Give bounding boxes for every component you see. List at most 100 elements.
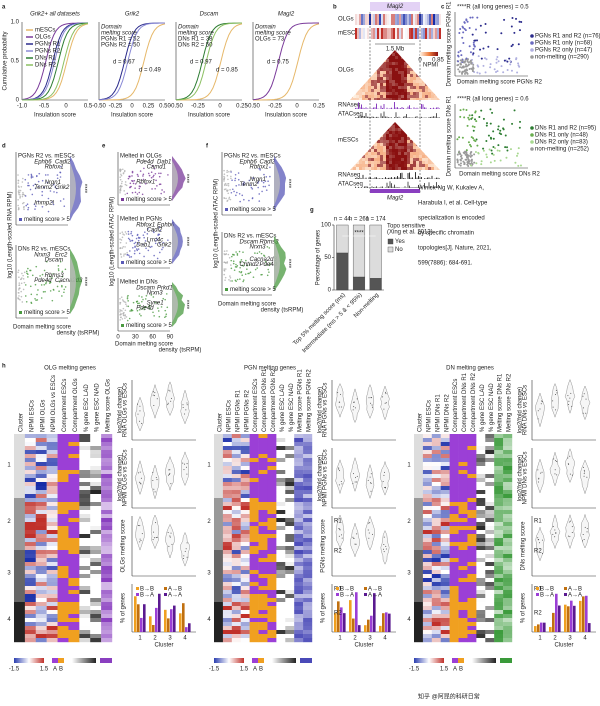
bar-segment bbox=[369, 224, 382, 279]
contact-cell bbox=[389, 158, 392, 161]
heatmap-cell bbox=[214, 446, 224, 451]
heatmap-cell bbox=[294, 434, 304, 439]
contact-cell bbox=[419, 164, 422, 167]
track-bar bbox=[430, 107, 431, 109]
track-bar bbox=[415, 116, 416, 118]
heatmap-cell bbox=[414, 622, 424, 627]
scatter-point bbox=[142, 234, 145, 236]
contact-cell bbox=[422, 149, 425, 152]
track-bar bbox=[424, 178, 425, 179]
heatmap-cell bbox=[294, 554, 304, 559]
heatmap-cell bbox=[476, 586, 486, 591]
contact-cell bbox=[425, 77, 428, 80]
violin bbox=[150, 384, 160, 419]
heatmap-cell bbox=[14, 598, 26, 603]
contact-cell bbox=[356, 122, 359, 125]
contact-cell bbox=[398, 95, 401, 98]
track-bar bbox=[359, 115, 361, 118]
scatter-point bbox=[458, 70, 461, 73]
heatmap-cell bbox=[431, 494, 441, 499]
heatmap-cell bbox=[440, 578, 450, 583]
violin-point bbox=[369, 476, 371, 478]
track-bar bbox=[365, 113, 367, 118]
heatmap-cell bbox=[449, 622, 459, 627]
scatter-point bbox=[508, 57, 511, 60]
heatmap-cell bbox=[303, 638, 313, 643]
scatter-point bbox=[41, 205, 44, 208]
contact-cell bbox=[401, 131, 404, 134]
heatmap-cell bbox=[285, 446, 295, 451]
contact-cell bbox=[374, 140, 377, 143]
heatmap-cell bbox=[57, 586, 69, 591]
track-bar bbox=[410, 117, 412, 118]
contact-cell bbox=[365, 131, 368, 134]
heatmap-cell bbox=[79, 622, 91, 627]
heatmap-cell bbox=[249, 446, 259, 451]
contact-cell bbox=[401, 83, 404, 86]
track-bar bbox=[415, 187, 416, 188]
scatter-point bbox=[495, 58, 498, 61]
contact-cell bbox=[356, 161, 359, 164]
x-axis-label: Cluster bbox=[354, 643, 373, 649]
bar bbox=[588, 623, 591, 632]
heatmap-cell bbox=[494, 538, 504, 543]
contact-cell bbox=[368, 128, 371, 131]
scatter-point bbox=[41, 273, 44, 276]
contact-cell bbox=[425, 164, 428, 167]
contact-cell bbox=[398, 155, 401, 158]
violin bbox=[150, 465, 160, 500]
scatter-point bbox=[466, 153, 469, 156]
heatmap-cell bbox=[258, 462, 268, 467]
heatmap-cell bbox=[46, 494, 58, 499]
legend-label: melting score > 5 bbox=[24, 217, 71, 223]
heatmap-cell bbox=[485, 502, 495, 507]
contact-cell bbox=[395, 53, 398, 56]
scatter-point bbox=[229, 276, 232, 279]
contact-cell bbox=[389, 128, 392, 131]
scatter-point bbox=[243, 262, 246, 264]
contact-cell bbox=[371, 59, 374, 62]
track-cell bbox=[421, 28, 423, 39]
scatter-point bbox=[479, 48, 482, 51]
heatmap-cell bbox=[449, 562, 459, 567]
heatmap-cell bbox=[422, 446, 433, 451]
scatter-point bbox=[469, 143, 472, 146]
contact-cell bbox=[380, 77, 383, 80]
heatmap-cell bbox=[440, 510, 450, 515]
contact-cell bbox=[425, 137, 428, 140]
heatmap-cell bbox=[494, 586, 504, 591]
scatter-point bbox=[228, 198, 230, 200]
scatter-point bbox=[497, 128, 500, 131]
heatmap-cell bbox=[303, 618, 313, 623]
heatmap-cell bbox=[90, 562, 102, 567]
heatmap-cell bbox=[285, 470, 295, 475]
x-tick-label: 30 bbox=[132, 335, 139, 341]
scatter-point bbox=[251, 197, 254, 199]
heatmap-cell bbox=[46, 498, 58, 503]
heatmap-cell bbox=[24, 462, 36, 467]
contact-cell bbox=[407, 122, 410, 125]
heatmap-cell bbox=[57, 574, 69, 579]
heatmap-cell bbox=[35, 570, 47, 575]
contact-cell bbox=[419, 65, 422, 68]
contact-cell bbox=[428, 131, 431, 134]
contact-cell bbox=[371, 137, 374, 140]
heatmap-cell bbox=[494, 618, 504, 623]
scatter-point bbox=[485, 58, 488, 61]
violin-point bbox=[137, 413, 139, 415]
heatmap-cell bbox=[276, 586, 286, 591]
heatmap-cell bbox=[101, 562, 113, 567]
contact-cell bbox=[413, 146, 416, 149]
scatter-point bbox=[125, 232, 128, 235]
contact-cell bbox=[398, 131, 401, 134]
track-cell bbox=[401, 28, 403, 39]
contact-cell bbox=[425, 149, 428, 152]
x-axis-label: Cluster bbox=[554, 643, 573, 649]
scatter-point bbox=[465, 63, 468, 66]
scatter-point bbox=[121, 236, 124, 239]
scatter-point bbox=[227, 182, 229, 185]
contact-cell bbox=[398, 65, 401, 68]
scatter-point bbox=[138, 302, 140, 305]
heatmap-cell bbox=[101, 638, 113, 643]
contact-cell bbox=[389, 74, 392, 77]
